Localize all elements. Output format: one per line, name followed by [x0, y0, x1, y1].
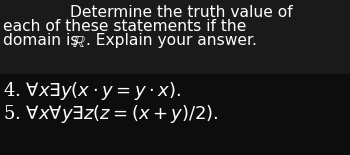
Bar: [0, 74, 350, 155]
Text: Determine the truth value of: Determine the truth value of: [70, 5, 293, 20]
Text: 4. $\forall x\exists y(x \cdot y = y \cdot x).$: 4. $\forall x\exists y(x \cdot y = y \cd…: [3, 80, 181, 102]
Bar: [0, 0, 350, 74]
Text: each of these statements if the: each of these statements if the: [3, 19, 246, 34]
Text: domain is: domain is: [3, 33, 83, 48]
Text: 5. $\forall x\forall y\exists z(z = (x + y)/2).$: 5. $\forall x\forall y\exists z(z = (x +…: [3, 103, 218, 125]
Text: $\mathbb{R}$: $\mathbb{R}$: [72, 33, 86, 51]
Text: . Explain your answer.: . Explain your answer.: [86, 33, 257, 48]
